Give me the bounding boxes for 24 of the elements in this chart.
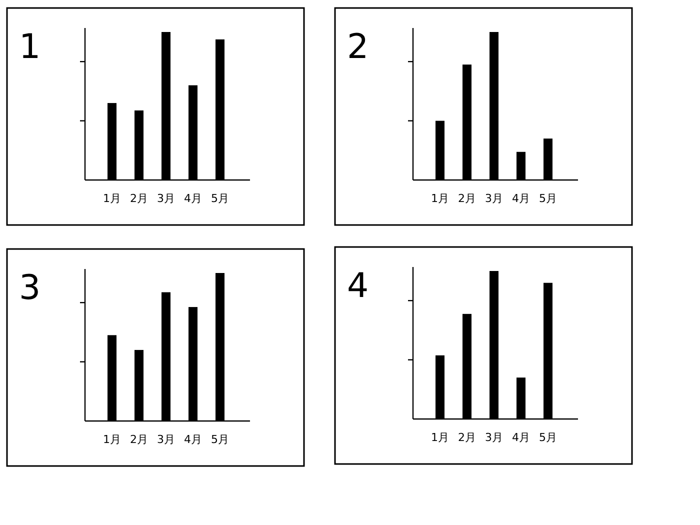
x-tick-label: 5月: [211, 192, 229, 205]
chart-title: 4: [347, 266, 369, 306]
x-tick-label: 4月: [184, 192, 202, 205]
x-tick-label: 1月: [103, 433, 121, 446]
x-tick-label: 3月: [485, 192, 503, 205]
x-tick-label: 3月: [157, 433, 175, 446]
x-tick-label: 4月: [184, 433, 202, 446]
x-tick-label: 3月: [485, 431, 503, 444]
x-tick-label: 1月: [431, 192, 449, 205]
chart-title: 1: [19, 27, 41, 67]
x-tick-label: 5月: [211, 433, 229, 446]
chart-title: 2: [347, 27, 369, 67]
x-tick-label: 1月: [431, 431, 449, 444]
x-tick-label: 2月: [130, 433, 148, 446]
x-tick-label: 4月: [512, 431, 530, 444]
x-tick-label: 5月: [539, 192, 557, 205]
x-tick-label: 2月: [458, 431, 476, 444]
x-tick-label: 2月: [458, 192, 476, 205]
x-tick-label: 1月: [103, 192, 121, 205]
x-tick-label: 3月: [157, 192, 175, 205]
chart-title: 3: [19, 268, 41, 308]
x-tick-label: 4月: [512, 192, 530, 205]
x-tick-label: 5月: [539, 431, 557, 444]
x-tick-label: 2月: [130, 192, 148, 205]
